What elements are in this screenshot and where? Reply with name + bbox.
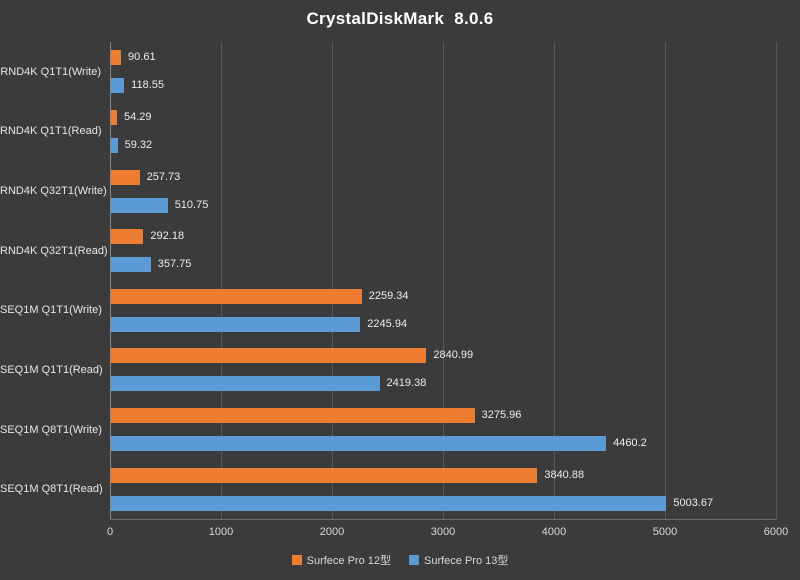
category-label: SEQ1M Q8T1(Write) bbox=[0, 423, 102, 436]
x-tick-label: 6000 bbox=[763, 526, 789, 538]
bar-value-label: 357.75 bbox=[157, 258, 192, 271]
bar bbox=[111, 197, 168, 213]
x-tick-label: 4000 bbox=[541, 526, 567, 538]
chart-title: CrystalDiskMark 8.0.6 bbox=[306, 9, 494, 28]
legend-item: Surfece Pro 13型 bbox=[409, 552, 508, 568]
category-label: RND4K Q32T1(Write) bbox=[0, 185, 107, 198]
gridline bbox=[776, 42, 777, 519]
category-label: SEQ1M Q8T1(Read) bbox=[0, 483, 103, 496]
bar bbox=[111, 78, 125, 94]
bar bbox=[111, 137, 118, 153]
bar bbox=[111, 467, 538, 483]
bar bbox=[111, 495, 667, 511]
bar bbox=[111, 257, 151, 273]
bar-value-label: 90.61 bbox=[128, 51, 156, 64]
legend-swatch-icon bbox=[291, 555, 302, 565]
bar bbox=[111, 408, 475, 424]
category-label: SEQ1M Q1T1(Write) bbox=[0, 304, 102, 317]
bar-value-label: 2840.99 bbox=[433, 349, 474, 362]
category-label: SEQ1M Q1T1(Read) bbox=[0, 363, 103, 376]
bar-value-label: 3840.88 bbox=[544, 468, 585, 481]
bar-value-label: 510.75 bbox=[174, 198, 209, 211]
bar-value-label: 4460.2 bbox=[613, 437, 647, 450]
gridline bbox=[665, 42, 666, 519]
bar bbox=[111, 229, 144, 245]
legend-swatch-icon bbox=[409, 555, 419, 565]
bar bbox=[111, 50, 122, 66]
x-tick-label: 2000 bbox=[319, 526, 345, 538]
bar-value-label: 59.32 bbox=[124, 138, 153, 151]
bar bbox=[111, 316, 361, 332]
legend: Surfece Pro 12型 Surfece Pro 13型 bbox=[0, 552, 800, 568]
bar-value-label: 2245.94 bbox=[367, 317, 408, 330]
legend-label: Surfece Pro 12型 bbox=[306, 555, 391, 567]
bar-value-label: 54.29 bbox=[124, 110, 152, 123]
legend-label: Surfece Pro 13型 bbox=[424, 555, 509, 567]
bar-value-label: 5003.67 bbox=[673, 496, 714, 509]
x-tick-label: 5000 bbox=[652, 526, 678, 538]
bar bbox=[111, 109, 118, 125]
bar-value-label: 2259.34 bbox=[368, 289, 409, 302]
gridline bbox=[221, 42, 222, 519]
legend-item: Surfece Pro 12型 bbox=[291, 552, 391, 568]
bar bbox=[111, 169, 140, 185]
bar-value-label: 2419.38 bbox=[386, 377, 427, 390]
category-label: RND4K Q32T1(Read) bbox=[0, 244, 108, 257]
gridline bbox=[443, 42, 444, 519]
bar bbox=[111, 376, 380, 392]
x-axis-line bbox=[110, 519, 776, 520]
gridline bbox=[332, 42, 333, 519]
bar-value-label: 118.55 bbox=[131, 79, 164, 92]
bar bbox=[111, 348, 427, 364]
bar bbox=[111, 436, 607, 452]
y-axis-line bbox=[110, 42, 111, 519]
x-tick-label: 0 bbox=[106, 526, 114, 538]
category-label: RND4K Q1T1(Write) bbox=[0, 65, 101, 78]
x-tick-label: 3000 bbox=[430, 526, 456, 538]
bar-value-label: 3275.96 bbox=[481, 409, 522, 422]
x-tick-label: 1000 bbox=[208, 526, 234, 538]
bar-value-label: 257.73 bbox=[146, 170, 181, 183]
bar-value-label: 292.18 bbox=[150, 230, 185, 243]
gridline bbox=[554, 42, 555, 519]
bar bbox=[111, 288, 362, 304]
category-label: RND4K Q1T1(Read) bbox=[0, 125, 102, 138]
